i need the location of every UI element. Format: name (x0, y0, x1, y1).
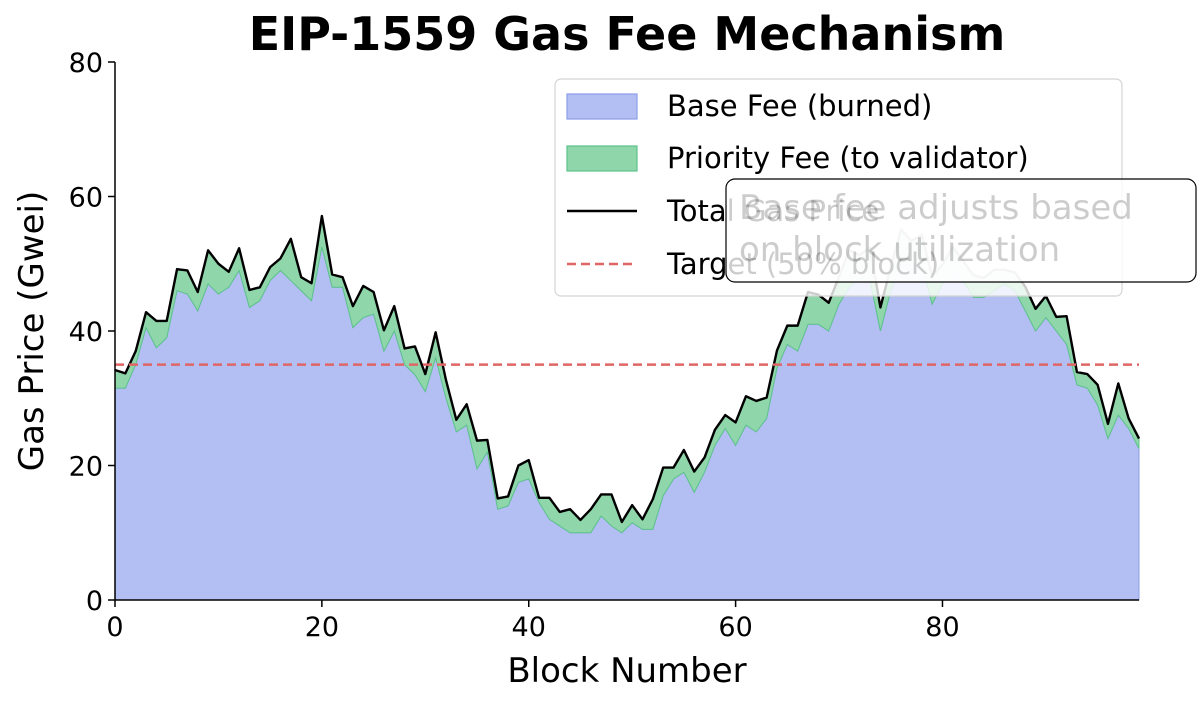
x-tick-label: 40 (512, 612, 546, 643)
legend-label: Base Fee (burned) (667, 89, 932, 123)
x-tick-label: 0 (106, 612, 123, 643)
x-ticks: 0 20 40 60 80 (106, 600, 960, 643)
legend-swatch (566, 93, 638, 120)
x-tick-label: 80 (925, 612, 959, 643)
legend-label: Priority Fee (to validator) (667, 141, 1029, 175)
y-tick-label: 80 (69, 48, 103, 79)
y-tick-label: 20 (69, 452, 103, 483)
annotation: Base fee adjusts based on block utilizat… (725, 178, 1197, 283)
x-axis-label: Block Number (507, 651, 746, 691)
y-axis-label: Gas Price (Gwei) (12, 191, 52, 472)
annotation-line-2: on block utilization (739, 230, 1060, 270)
x-tick-label: 20 (305, 612, 339, 643)
annotation-box (725, 178, 1197, 283)
x-tick-label: 60 (718, 612, 752, 643)
y-ticks: 0 20 40 60 80 (69, 48, 115, 617)
annotation-line-1: Base fee adjusts based (739, 188, 1133, 228)
chart-title: EIP-1559 Gas Fee Mechanism (249, 7, 1006, 61)
legend-swatch (566, 145, 638, 172)
y-tick-label: 60 (69, 183, 103, 214)
y-tick-label: 0 (86, 586, 103, 617)
y-tick-label: 40 (69, 317, 103, 348)
base-fee-area (114, 246, 1140, 601)
